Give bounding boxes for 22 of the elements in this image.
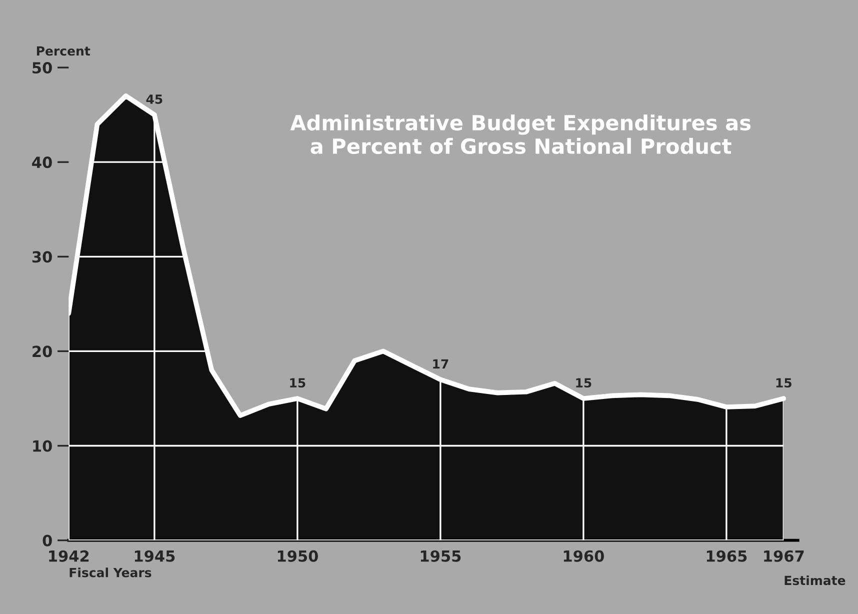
y-tick-label: 0 — [42, 534, 52, 546]
y-tick-label: 30 — [32, 251, 52, 263]
y-tick-label: 20 — [32, 346, 52, 358]
x-tick-label: 1942 — [49, 550, 89, 562]
x-axis-title: Fiscal Years — [70, 568, 152, 578]
y-axis-title: Percent — [36, 46, 90, 56]
x-tick-label: 1955 — [420, 550, 461, 562]
x-tick-label: 1967 — [764, 550, 804, 562]
y-tick-label: 50 — [32, 62, 52, 74]
x-tick-label: 1950 — [278, 550, 318, 562]
x-tick-label: 1945 — [134, 550, 175, 562]
data-label: 15 — [576, 378, 592, 388]
x-tick-label: 1965 — [706, 550, 747, 562]
data-label: 15 — [776, 378, 792, 388]
data-label: 17 — [433, 359, 448, 368]
annotation: Estimate — [784, 575, 846, 586]
x-tick-label: 1960 — [564, 550, 604, 562]
data-label: 45 — [146, 94, 162, 104]
y-tick-label: 10 — [33, 440, 52, 452]
text: Administrative Budget Expenditures as a Percent of Gross National Product — [290, 114, 751, 154]
y-tick-label: 40 — [32, 156, 52, 168]
data-label: 15 — [290, 378, 306, 388]
